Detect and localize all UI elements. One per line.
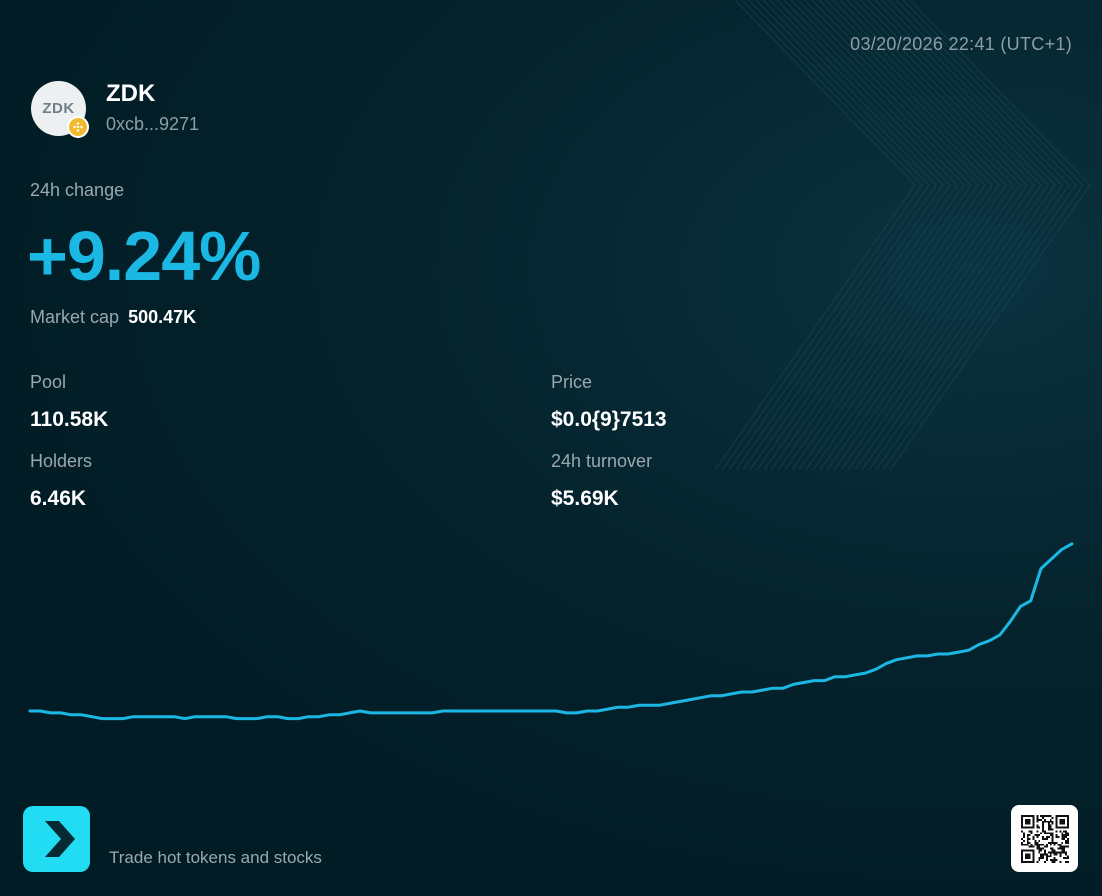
qr-code	[1011, 805, 1078, 872]
pool-label: Pool	[30, 372, 67, 392]
price-chart	[28, 542, 1074, 721]
turnover-value: $5.69K	[551, 487, 619, 510]
token-meta: ZDK 0xcb...9271	[106, 79, 199, 137]
stat-turnover: 24h turnover $5.69K	[551, 450, 652, 512]
token-header: ZDK ZDK 0xcb...9271	[31, 79, 199, 138]
price-label: Price	[551, 372, 593, 392]
price-line	[28, 542, 1074, 721]
market-cap-value: 500.47K	[128, 307, 197, 327]
tagline: Trade hot tokens and stocks	[109, 848, 322, 867]
market-cap: Market cap 500.47K	[30, 307, 196, 328]
timestamp: 03/20/2026 22:41 (UTC+1)	[850, 34, 1072, 54]
stat-price: Price $0.0{9}7513	[551, 371, 667, 433]
market-cap-label: Market cap	[30, 307, 120, 327]
price-value: $0.0{9}7513	[551, 408, 667, 431]
turnover-label: 24h turnover	[551, 451, 653, 471]
stat-holders: Holders 6.46K	[30, 450, 92, 512]
qr-code-icon	[1020, 814, 1069, 863]
token-avatar-text: ZDK	[42, 99, 75, 117]
change-value: +9.24%	[27, 217, 261, 295]
change-label: 24h change	[30, 180, 125, 200]
pool-value: 110.58K	[30, 408, 109, 431]
holders-value: 6.46K	[30, 487, 87, 510]
holders-label: Holders	[30, 451, 93, 471]
stat-pool: Pool 110.58K	[30, 371, 108, 433]
token-symbol: ZDK	[106, 80, 156, 107]
chevron-right-logo-icon	[44, 821, 75, 857]
token-avatar: ZDK	[31, 80, 89, 138]
app-logo	[23, 806, 90, 872]
bnb-chain-icon	[67, 115, 89, 138]
token-address: 0xcb...9271	[106, 114, 200, 134]
